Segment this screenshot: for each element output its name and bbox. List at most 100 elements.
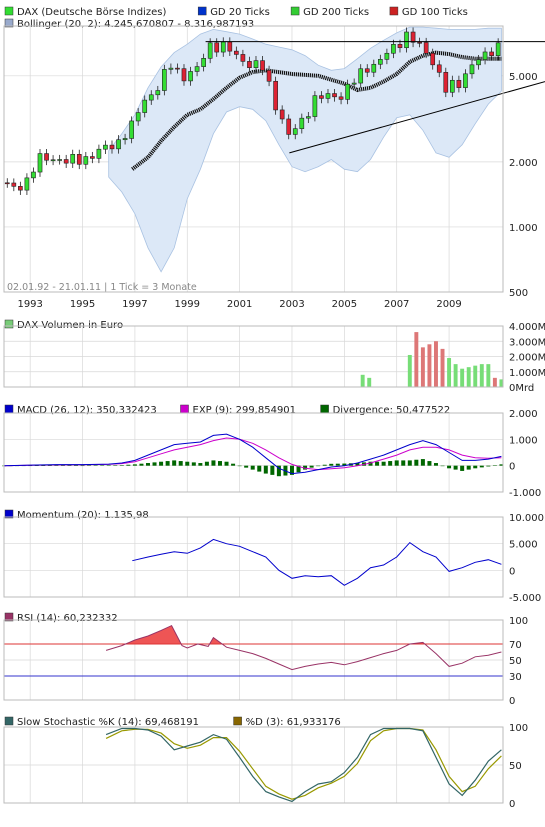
- legend-label-5-0: Slow Stochastic %K (14): 69,468191: [17, 717, 199, 728]
- legend-swatch-0-2: [290, 6, 300, 16]
- panel-frame-0: [3, 25, 504, 293]
- candle: [188, 71, 193, 82]
- y-tick-label-3-0: -5.000: [509, 593, 541, 604]
- candle: [148, 94, 154, 101]
- volume-bar: [407, 354, 412, 387]
- candle: [155, 90, 161, 96]
- legend-swatch-0-1: [197, 6, 207, 16]
- candle: [227, 41, 233, 52]
- candle: [345, 83, 350, 100]
- candle: [76, 154, 82, 165]
- panel-frame-4: [3, 619, 504, 701]
- divergence-bar: [60, 465, 65, 466]
- candle: [201, 58, 206, 67]
- candle: [11, 182, 17, 187]
- candle: [103, 144, 108, 150]
- y-tick-label-1-0: 0Mrd: [509, 383, 534, 394]
- legend-label-2-1: EXP (9): 299,854901: [193, 405, 297, 416]
- candle: [142, 99, 148, 113]
- y-tick-label-1-2: 2.000Mr: [509, 353, 545, 364]
- candle: [31, 171, 36, 179]
- candle: [37, 153, 43, 173]
- x-tick-label-5: 2003: [279, 299, 304, 310]
- panel-frame-5: [3, 726, 504, 804]
- candle: [397, 44, 403, 49]
- y-tick-label-2-2: 1.000: [509, 435, 538, 446]
- divergence-bar: [217, 461, 222, 466]
- volume-bar: [440, 348, 445, 387]
- divergence-bar: [316, 465, 321, 467]
- divergence-bar: [139, 463, 144, 466]
- candle: [24, 177, 30, 191]
- candle: [423, 42, 429, 54]
- volume-bar: [492, 377, 497, 387]
- divergence-bar: [224, 461, 229, 466]
- candle: [50, 159, 56, 162]
- stoch-d-line: [105, 727, 502, 800]
- legend-swatch-0-0: [4, 6, 14, 16]
- candle: [253, 60, 259, 68]
- candle: [364, 68, 370, 73]
- divergence-bar: [47, 465, 52, 466]
- candle: [129, 120, 134, 139]
- candle: [63, 159, 69, 164]
- legend-label-2-2: Divergence: 50,477522: [333, 405, 451, 416]
- divergence-bar: [329, 463, 334, 466]
- candle: [430, 52, 436, 66]
- macd-line: [3, 433, 502, 475]
- candle: [384, 52, 390, 60]
- candle: [482, 51, 488, 60]
- divergence-bar: [263, 465, 268, 474]
- y-tick-label-4-2: 50: [509, 656, 522, 667]
- volume-bar: [486, 364, 491, 387]
- divergence-bar: [479, 465, 484, 468]
- candle: [135, 112, 141, 122]
- candle: [476, 59, 481, 66]
- x-tick-label-6: 2005: [332, 299, 357, 310]
- candle: [96, 148, 102, 159]
- volume-bar: [434, 341, 438, 387]
- divergence-bar: [335, 463, 340, 466]
- candle: [495, 42, 501, 56]
- volume-bar: [466, 367, 471, 387]
- divergence-bar: [231, 463, 236, 466]
- x-tick-label-0: 1993: [17, 299, 42, 310]
- panel-frame-1: [3, 325, 504, 388]
- x-tick-label-7: 2007: [384, 299, 409, 310]
- candle: [306, 116, 311, 119]
- legend-swatch-0-4: [4, 18, 14, 28]
- divergence-bar: [303, 465, 308, 470]
- divergence-bar: [132, 464, 137, 466]
- candle: [168, 67, 174, 70]
- candle: [410, 31, 416, 43]
- divergence-bar: [172, 460, 177, 466]
- candle: [436, 64, 442, 73]
- gd200-line: [131, 50, 502, 171]
- divergence-bar: [80, 465, 85, 467]
- divergence-bar: [204, 461, 209, 466]
- candle: [266, 69, 272, 82]
- legend-swatch-5-0: [4, 716, 14, 726]
- divergence-bar: [73, 465, 78, 467]
- divergence-bar: [100, 465, 105, 466]
- divergence-bar: [355, 463, 360, 466]
- volume-bar: [453, 364, 458, 387]
- divergence-bar: [433, 463, 438, 466]
- legend-swatch-3-0: [4, 509, 14, 519]
- y-tick-label-3-1: 0: [509, 566, 515, 577]
- candle: [299, 117, 305, 129]
- x-tick-label-1: 1995: [70, 299, 95, 310]
- y-tick-label-1-3: 3.000Mr: [509, 337, 545, 348]
- candle: [273, 80, 278, 111]
- divergence-bar: [447, 465, 452, 469]
- divergence-bar: [152, 462, 157, 466]
- y-tick-label-1-4: 4.000Mr: [509, 322, 545, 333]
- y-tick-label-3-2: 5.000: [509, 540, 538, 551]
- legend-swatch-4-0: [4, 612, 14, 622]
- legend-label-0-2: GD 200 Ticks: [303, 7, 369, 18]
- candle: [292, 128, 298, 135]
- candle: [162, 69, 167, 91]
- divergence-bar: [250, 465, 255, 470]
- candle: [378, 59, 383, 65]
- candle: [371, 63, 377, 73]
